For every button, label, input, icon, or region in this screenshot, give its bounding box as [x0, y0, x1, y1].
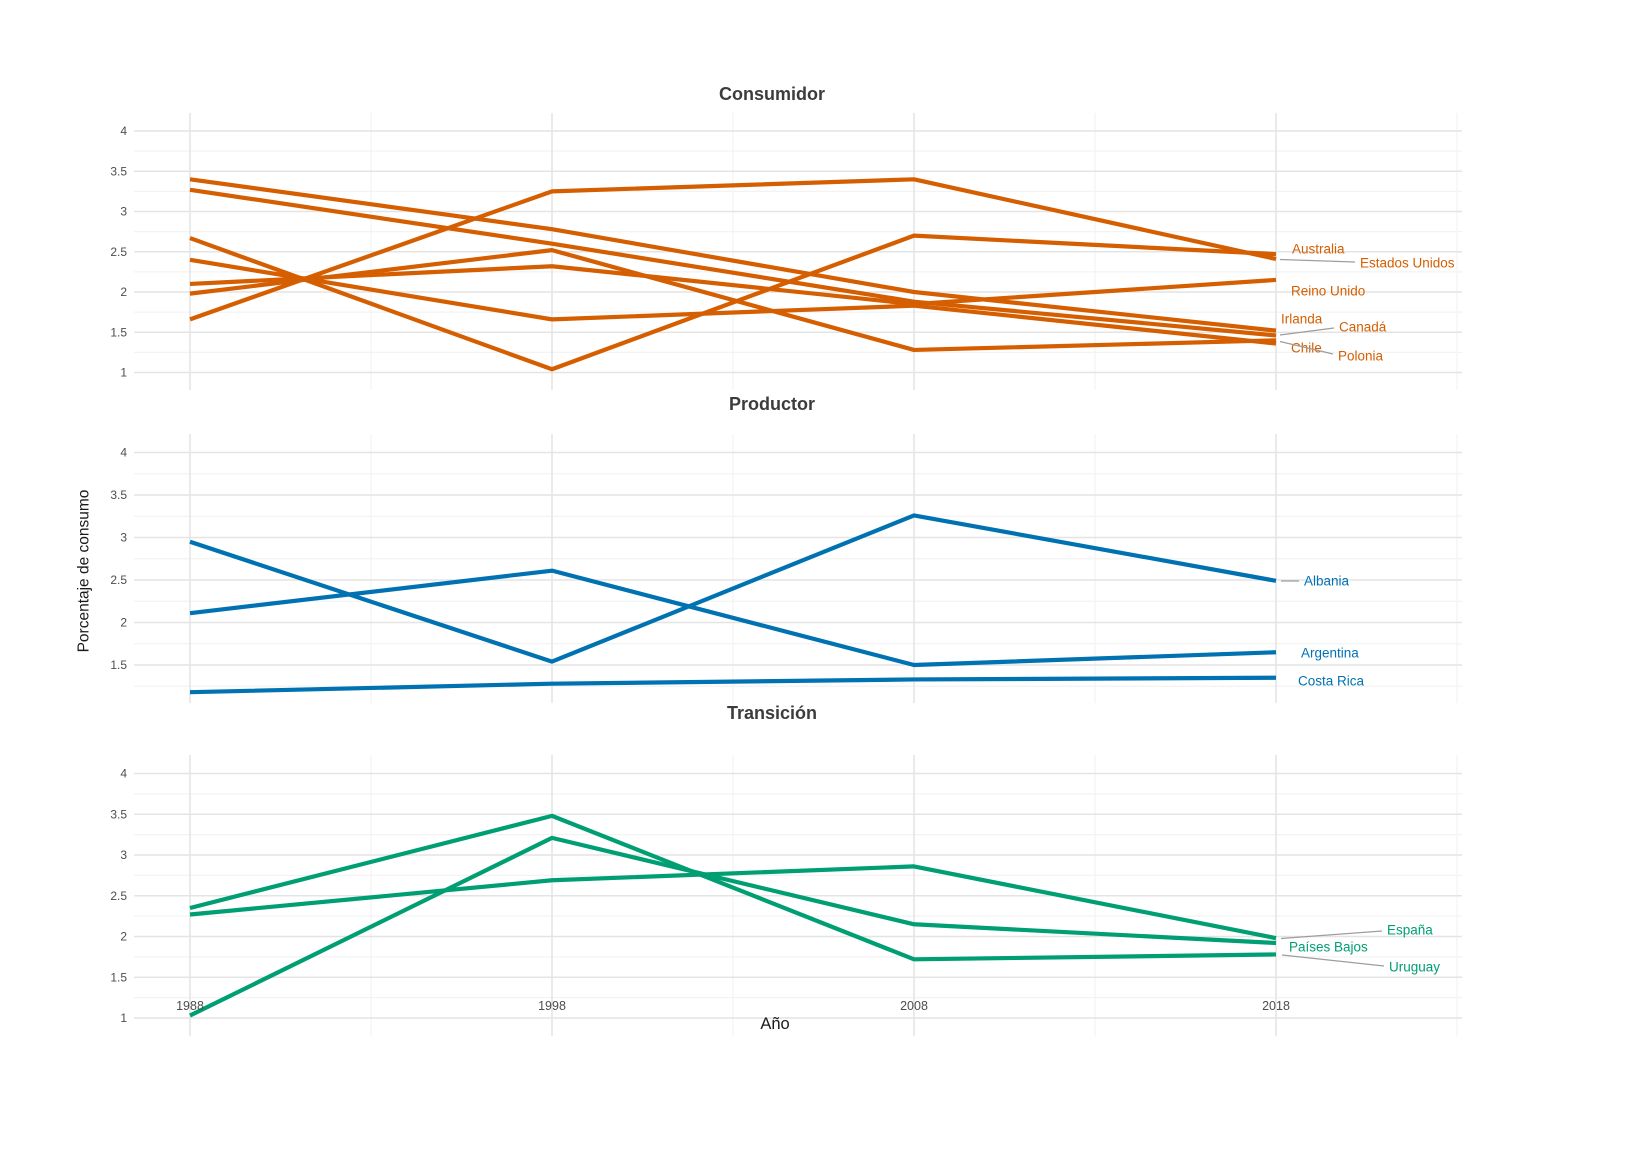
facet-title-consumidor: Consumidor — [719, 84, 825, 104]
y-tick-label: 2 — [120, 930, 127, 944]
y-tick-label: 3.5 — [110, 164, 127, 178]
y-tick-label: 1.5 — [110, 325, 127, 339]
x-tick-labels: 1988 1998 2008 2018 — [176, 999, 1290, 1013]
end-label-polonia: Polonia — [1338, 349, 1384, 364]
y-axis-title: Porcentaje de consumo — [76, 490, 93, 653]
y-tick-label: 1.5 — [110, 970, 127, 984]
y-tick-labels: 1.5 2 2.5 3 3.5 4 — [110, 446, 127, 673]
minor-gridlines — [134, 434, 1462, 703]
facet-productor: 1.5 2 2.5 3 3.5 4 Productor Albania Argentina Cos… — [110, 394, 1462, 703]
end-label-albania: Albania — [1304, 574, 1350, 589]
major-gridlines — [134, 434, 1462, 703]
x-tick-label: 1998 — [538, 999, 566, 1013]
line-reino-unido — [189, 264, 1277, 307]
end-label-espana: España — [1387, 923, 1433, 938]
series-lines — [189, 513, 1277, 695]
line-chile — [189, 257, 1277, 346]
series-lines — [189, 177, 1277, 372]
y-tick-label: 1.5 — [110, 658, 127, 672]
y-tick-label: 4 — [120, 446, 127, 460]
x-axis-title: Año — [760, 1015, 789, 1033]
y-tick-label: 2.5 — [110, 573, 127, 587]
facet-consumidor: 1 1.5 2 2.5 3 3.5 4 Consumidor Australia Estados … — [110, 84, 1462, 390]
y-tick-label: 4 — [120, 124, 127, 138]
series-end-labels: España Países Bajos Uruguay — [1280, 923, 1440, 975]
line-australia — [189, 233, 1277, 372]
line-polonia — [189, 248, 1277, 353]
line-albania — [189, 513, 1277, 664]
y-tick-label: 3.5 — [110, 807, 127, 821]
facet-title-transicion: Transición — [727, 703, 817, 723]
x-tick-label: 1988 — [176, 999, 204, 1013]
leader-line-espana — [1280, 930, 1383, 940]
end-label-costa-rica: Costa Rica — [1298, 674, 1365, 689]
end-label-australia: Australia — [1292, 242, 1345, 257]
series-end-labels: Albania Argentina Costa Rica — [1281, 574, 1365, 689]
end-label-paises-bajos: Países Bajos — [1289, 940, 1368, 955]
y-tick-label: 4 — [120, 767, 127, 781]
line-espana — [189, 864, 1277, 941]
y-tick-label: 2 — [120, 616, 127, 630]
facet-title-productor: Productor — [729, 394, 815, 414]
end-label-reino-unido: Reino Unido — [1291, 284, 1365, 299]
y-tick-label: 3.5 — [110, 488, 127, 502]
line-uruguay — [189, 813, 1277, 962]
y-tick-label: 2.5 — [110, 889, 127, 903]
y-tick-label: 2 — [120, 285, 127, 299]
end-label-irlanda: Irlanda — [1281, 312, 1323, 327]
y-tick-label: 3 — [120, 205, 127, 219]
x-tick-label: 2008 — [900, 999, 928, 1013]
series-lines — [189, 813, 1277, 1018]
leader-line-uruguay — [1281, 954, 1385, 967]
y-tick-label: 3 — [120, 531, 127, 545]
y-tick-label: 3 — [120, 848, 127, 862]
y-tick-label: 2.5 — [110, 245, 127, 259]
y-tick-label: 1 — [120, 1011, 127, 1025]
end-label-canada: Canadá — [1339, 320, 1387, 335]
line-canada — [189, 187, 1277, 338]
y-tick-labels: 1 1.5 2 2.5 3 3.5 4 — [110, 124, 127, 380]
line-estados-unidos — [189, 177, 1277, 322]
end-label-argentina: Argentina — [1301, 646, 1359, 661]
y-tick-label: 1 — [120, 366, 127, 380]
line-irlanda — [189, 177, 1277, 333]
leader-line-estados-unidos — [1279, 258, 1356, 263]
end-label-estados-unidos: Estados Unidos — [1360, 256, 1455, 271]
line-argentina — [189, 568, 1277, 668]
leader-line-polonia — [1279, 340, 1334, 355]
series-end-labels: Australia Estados Unidos Reino Unido Irland… — [1279, 242, 1455, 364]
leader-line-canada — [1279, 327, 1335, 336]
line-paises-bajos — [189, 835, 1277, 1018]
x-tick-label: 2018 — [1262, 999, 1290, 1013]
line-costa-rica — [189, 675, 1277, 695]
facet-transicion: 1 1.5 2 2.5 3 3.5 4 Transición España Países Bajo… — [110, 703, 1462, 1036]
y-tick-labels: 1 1.5 2 2.5 3 3.5 4 — [110, 767, 127, 1026]
end-label-uruguay: Uruguay — [1389, 960, 1440, 975]
major-gridlines — [134, 755, 1462, 1036]
